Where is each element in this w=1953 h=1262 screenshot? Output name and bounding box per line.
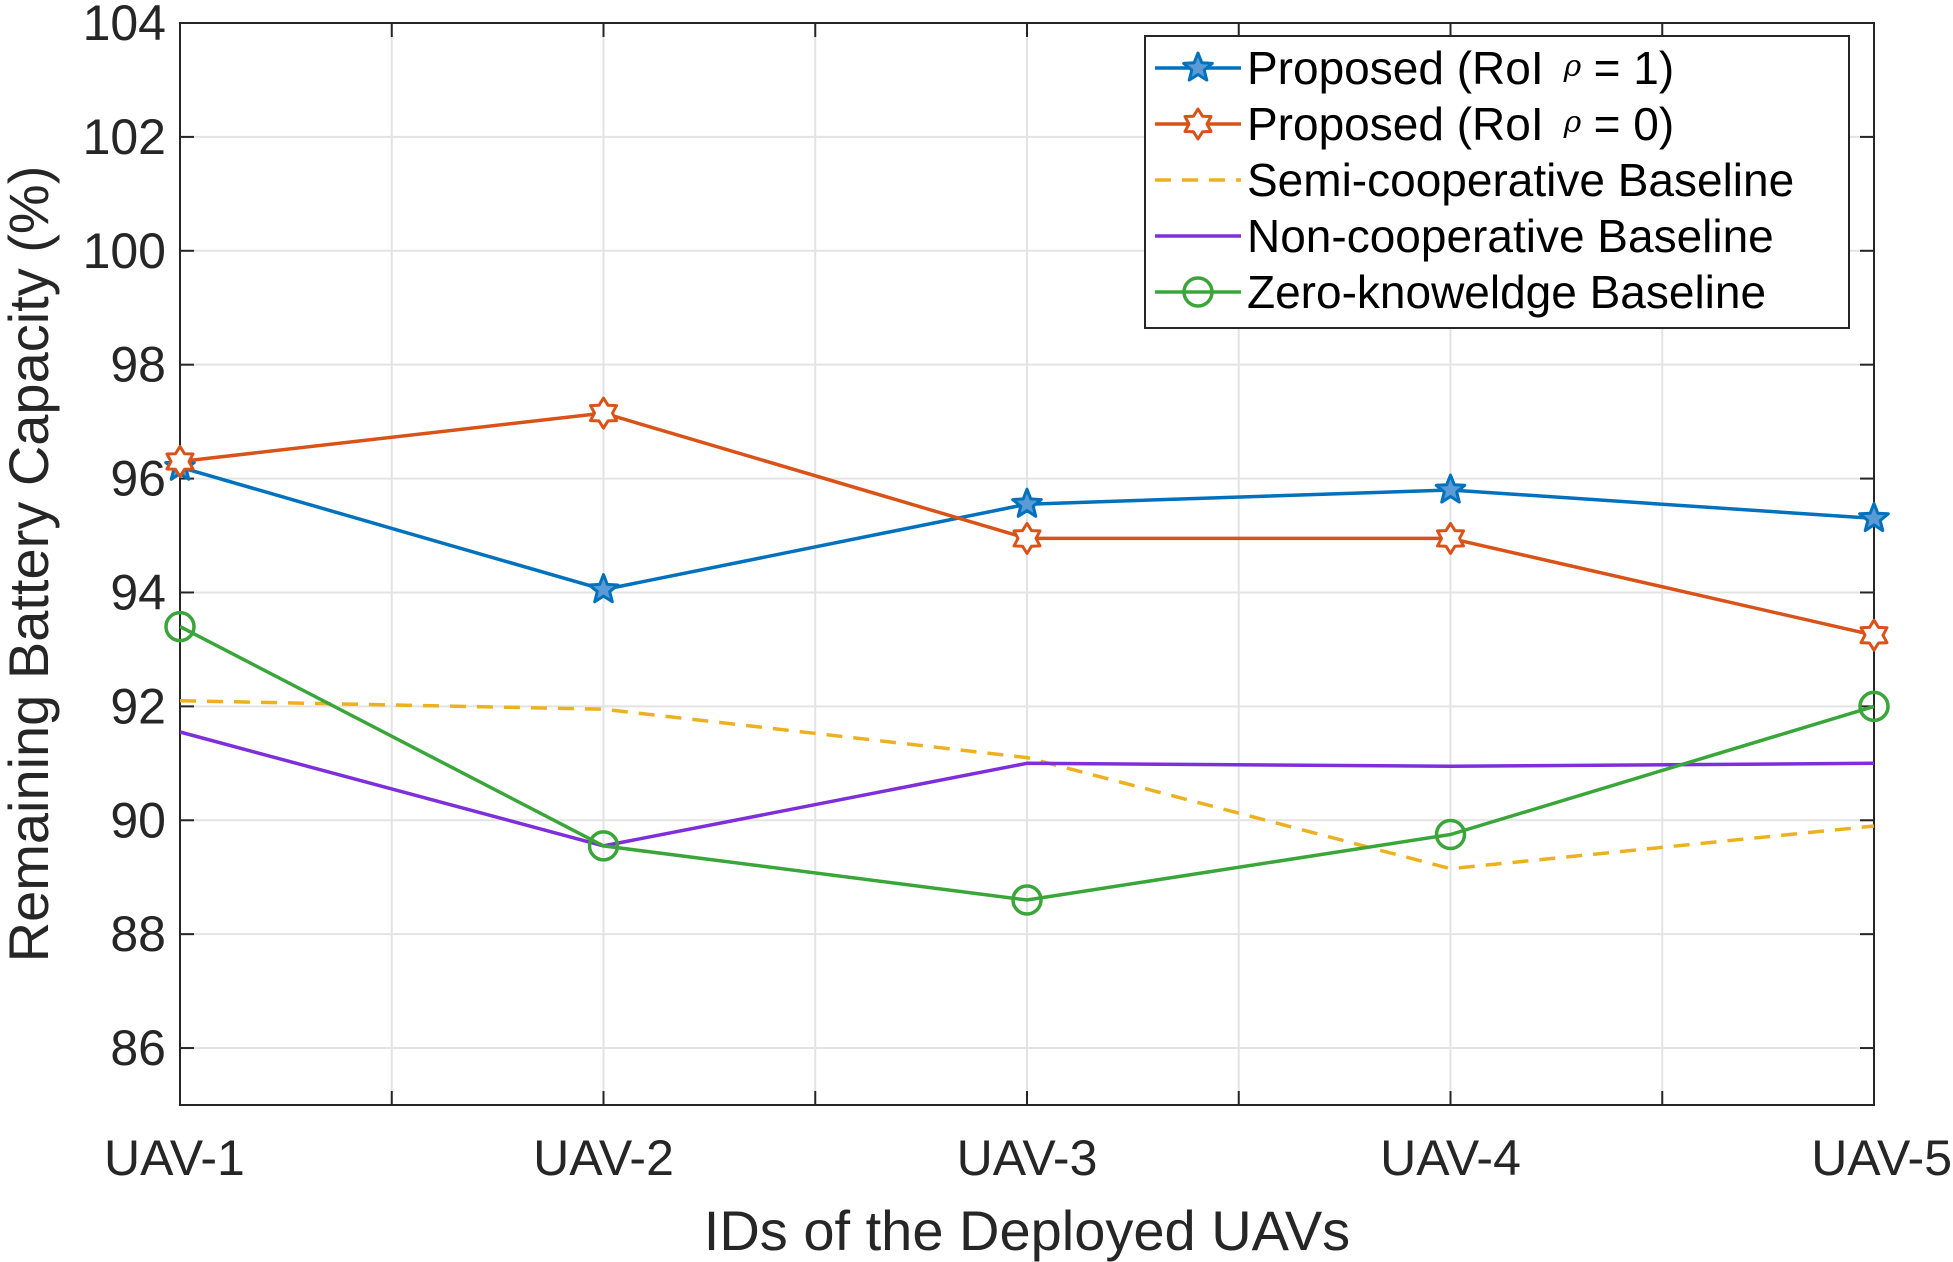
- data-point: [1859, 618, 1889, 652]
- series-line: [179, 730, 1875, 848]
- y-tick-label: 100: [83, 223, 166, 279]
- x-tick-label: UAV-5: [1811, 1130, 1952, 1186]
- data-point: [1436, 521, 1465, 555]
- x-tick-label: UAV-3: [957, 1130, 1098, 1186]
- legend-entry: Non-cooperative Baseline: [1155, 210, 1774, 262]
- data-series: [164, 396, 1890, 916]
- y-tick-label: 96: [110, 451, 166, 507]
- y-tick-label: 98: [110, 337, 166, 393]
- legend-marker: [1183, 107, 1213, 141]
- legend-entry: Zero-knoweldge Baseline: [1155, 266, 1766, 318]
- data-point: [587, 573, 620, 604]
- legend-label-suffix: = 1): [1594, 42, 1675, 94]
- data-point: [1011, 884, 1043, 916]
- series-5: [164, 610, 1890, 916]
- series-4: [179, 730, 1875, 848]
- y-tick-label: 102: [83, 109, 166, 165]
- y-tick-label: 94: [110, 564, 166, 620]
- legend-box: [1144, 35, 1850, 329]
- legend: Proposed (RoI ρ = 1) Proposed (RoI ρ = 0)Semi…: [1144, 35, 1850, 329]
- legend-label: Proposed (RoI: [1247, 98, 1544, 150]
- data-point: [1858, 690, 1890, 723]
- series-2: [165, 396, 1889, 652]
- legend-label: Non-cooperative Baseline: [1247, 210, 1774, 262]
- y-tick-label: 90: [110, 792, 166, 848]
- axis-ticks: 86 88 90 92 94 96 98 100 102 104 UAV-1 UAV-2 UAV-3 UA…: [83, 0, 1952, 1186]
- x-tick-label: UAV-2: [533, 1130, 674, 1186]
- y-axis-label: Remaining Battery Capacity (%): [0, 166, 60, 963]
- y-tick-label: 88: [110, 906, 166, 962]
- data-point: [165, 445, 195, 478]
- x-tick-label: UAV-1: [104, 1130, 245, 1186]
- legend-subscript: ρ: [1563, 105, 1582, 140]
- legend-entry: Semi-cooperative Baseline: [1155, 154, 1794, 206]
- x-tick-label: UAV-4: [1380, 1130, 1521, 1186]
- series-line: [179, 698, 1875, 871]
- data-point: [1434, 473, 1467, 504]
- legend-label: Zero-knoweldge Baseline: [1247, 266, 1766, 318]
- data-point: [587, 830, 620, 862]
- y-tick-label: 86: [110, 1020, 166, 1076]
- data-point: [1011, 487, 1043, 518]
- y-tick-label: 92: [110, 678, 166, 734]
- data-point: [1858, 501, 1890, 533]
- legend-entry: Proposed (RoI ρ = 0): [1155, 98, 1674, 150]
- legend-label: Semi-cooperative Baseline: [1247, 154, 1794, 206]
- legend-label-suffix: = 0): [1594, 98, 1675, 150]
- series-line: [179, 625, 1875, 902]
- data-point: [164, 610, 196, 643]
- legend-entry: Proposed (RoI ρ = 1): [1155, 42, 1674, 94]
- data-point: [1012, 521, 1042, 555]
- data-point: [1434, 818, 1467, 851]
- legend-subscript: ρ: [1563, 49, 1582, 84]
- legend-marker: [1182, 51, 1214, 82]
- series-3: [179, 698, 1875, 871]
- legend-label: Proposed (RoI: [1247, 42, 1544, 94]
- y-tick-label: 104: [83, 0, 166, 51]
- data-point: [589, 396, 618, 430]
- legend-marker: [1182, 276, 1214, 308]
- x-axis-label: IDs of the Deployed UAVs: [704, 1199, 1350, 1262]
